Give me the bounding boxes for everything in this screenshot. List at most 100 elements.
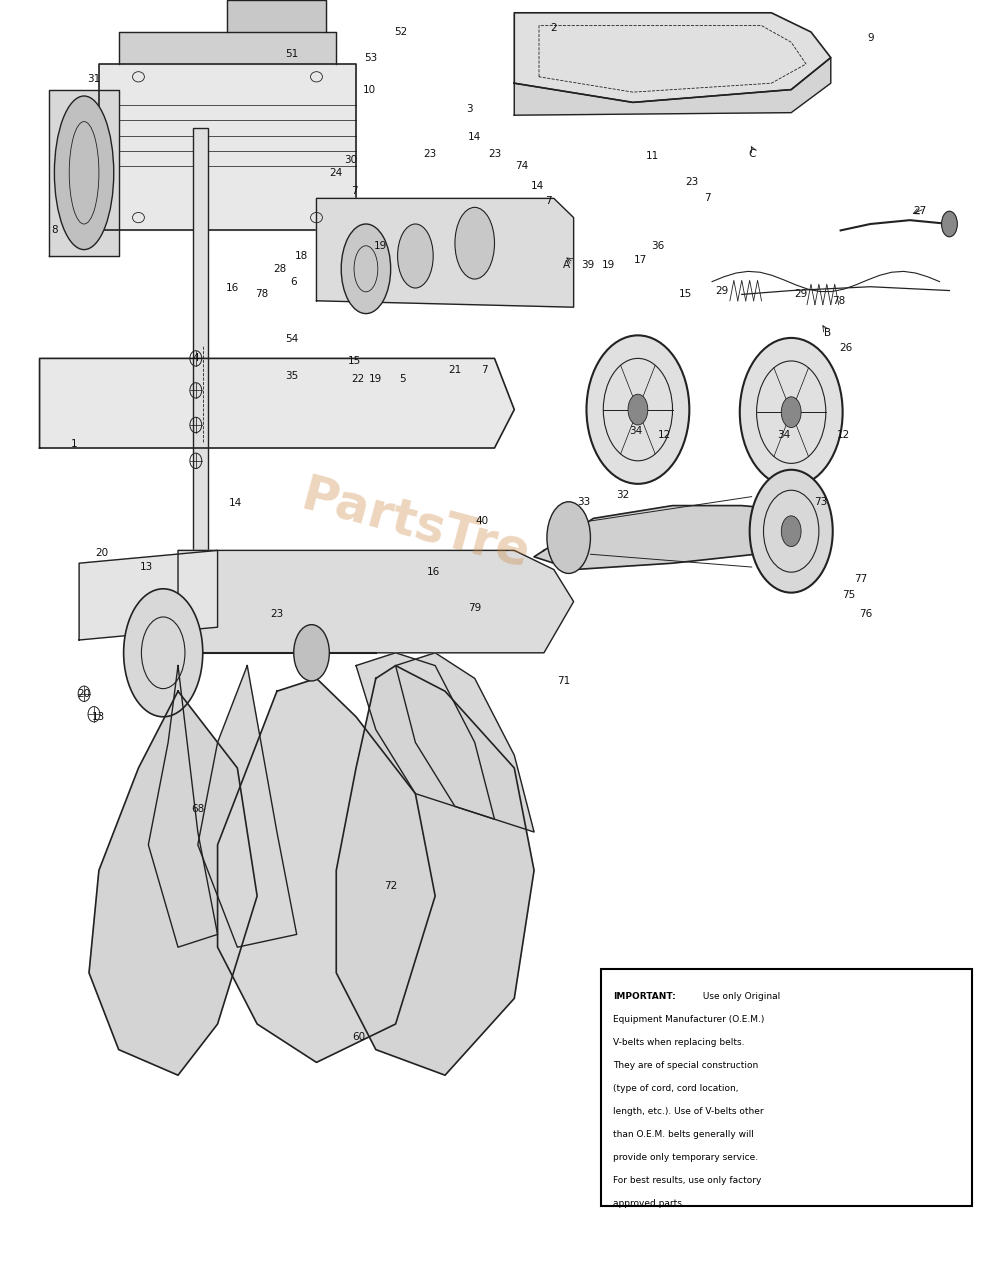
Polygon shape	[514, 58, 831, 115]
Text: 26: 26	[839, 343, 853, 353]
Text: They are of special construction: They are of special construction	[613, 1061, 759, 1070]
Text: 18: 18	[295, 251, 309, 261]
Text: 16: 16	[426, 567, 440, 577]
Ellipse shape	[54, 96, 114, 250]
Polygon shape	[316, 198, 574, 307]
Text: 15: 15	[347, 356, 361, 366]
Text: 20: 20	[77, 689, 91, 699]
Polygon shape	[178, 550, 574, 653]
Text: 23: 23	[423, 148, 437, 159]
Polygon shape	[514, 13, 831, 102]
Ellipse shape	[781, 397, 801, 428]
Text: 20: 20	[95, 548, 109, 558]
Text: 68: 68	[191, 804, 205, 814]
Polygon shape	[227, 0, 326, 32]
Polygon shape	[218, 678, 435, 1062]
Polygon shape	[89, 691, 257, 1075]
Text: than O.E.M. belts generally will: than O.E.M. belts generally will	[613, 1130, 754, 1139]
Polygon shape	[119, 32, 336, 64]
Text: 29: 29	[715, 285, 729, 296]
Text: 29: 29	[794, 289, 808, 300]
Polygon shape	[356, 653, 494, 819]
Text: Equipment Manufacturer (O.E.M.): Equipment Manufacturer (O.E.M.)	[613, 1015, 764, 1024]
Text: 6: 6	[291, 276, 297, 287]
Text: For best results, use only factory: For best results, use only factory	[613, 1176, 762, 1185]
Text: 79: 79	[468, 603, 482, 613]
Text: B: B	[824, 328, 832, 338]
Bar	[193, 128, 208, 614]
Text: 23: 23	[488, 148, 501, 159]
Text: 17: 17	[634, 255, 648, 265]
Text: Use only Original: Use only Original	[700, 992, 780, 1001]
Polygon shape	[534, 506, 831, 570]
Polygon shape	[49, 90, 119, 256]
Text: 35: 35	[285, 371, 299, 381]
Polygon shape	[396, 653, 534, 832]
Text: 52: 52	[394, 27, 407, 37]
Text: 24: 24	[329, 168, 343, 178]
Text: 14: 14	[530, 180, 544, 191]
Polygon shape	[148, 666, 218, 947]
Text: 15: 15	[678, 289, 692, 300]
Text: length, etc.). Use of V-belts other: length, etc.). Use of V-belts other	[613, 1107, 764, 1116]
Text: V-belts when replacing belts.: V-belts when replacing belts.	[613, 1038, 745, 1047]
Text: 73: 73	[814, 497, 828, 507]
Text: 75: 75	[842, 590, 855, 600]
Text: 22: 22	[351, 374, 365, 384]
Ellipse shape	[942, 211, 957, 237]
Text: 14: 14	[468, 132, 482, 142]
Text: 10: 10	[362, 84, 376, 95]
Ellipse shape	[341, 224, 391, 314]
Text: 40: 40	[475, 516, 489, 526]
Text: 39: 39	[581, 260, 594, 270]
Text: 30: 30	[344, 155, 358, 165]
Text: PartsTre: PartsTre	[296, 471, 535, 579]
Text: 13: 13	[92, 712, 106, 722]
Text: 53: 53	[364, 52, 378, 63]
Polygon shape	[79, 550, 218, 640]
Text: 5: 5	[400, 374, 405, 384]
Text: 31: 31	[87, 74, 101, 84]
Text: 11: 11	[646, 151, 660, 161]
Text: 60: 60	[352, 1032, 366, 1042]
Text: 4: 4	[193, 353, 199, 364]
Polygon shape	[40, 358, 514, 448]
Text: 71: 71	[557, 676, 571, 686]
Polygon shape	[336, 666, 534, 1075]
Text: 23: 23	[685, 177, 699, 187]
Ellipse shape	[547, 502, 590, 573]
Polygon shape	[99, 64, 356, 230]
Text: 2: 2	[551, 23, 557, 33]
Text: 33: 33	[577, 497, 590, 507]
Text: 78: 78	[255, 289, 269, 300]
Text: 16: 16	[225, 283, 239, 293]
Ellipse shape	[586, 335, 689, 484]
Text: 8: 8	[51, 225, 57, 236]
Text: 32: 32	[616, 490, 630, 500]
Polygon shape	[198, 666, 297, 947]
Text: 13: 13	[139, 562, 153, 572]
Ellipse shape	[398, 224, 433, 288]
Text: 23: 23	[270, 609, 284, 620]
Ellipse shape	[455, 207, 494, 279]
Text: IMPORTANT:: IMPORTANT:	[613, 992, 675, 1001]
Text: 77: 77	[854, 573, 867, 584]
Text: C: C	[748, 148, 756, 159]
Text: 51: 51	[285, 49, 299, 59]
Text: 27: 27	[913, 206, 927, 216]
Text: 7: 7	[351, 186, 357, 196]
Text: (type of cord, cord location,: (type of cord, cord location,	[613, 1084, 739, 1093]
Text: 54: 54	[285, 334, 299, 344]
Text: 72: 72	[384, 881, 398, 891]
Text: 3: 3	[467, 104, 473, 114]
Text: 7: 7	[482, 365, 488, 375]
Text: 9: 9	[867, 33, 873, 44]
Text: 12: 12	[837, 430, 851, 440]
Ellipse shape	[628, 394, 648, 425]
Text: 19: 19	[601, 260, 615, 270]
Text: 28: 28	[273, 264, 287, 274]
Ellipse shape	[294, 625, 329, 681]
Text: 14: 14	[228, 498, 242, 508]
FancyBboxPatch shape	[601, 969, 972, 1206]
Text: provide only temporary service.: provide only temporary service.	[613, 1153, 759, 1162]
